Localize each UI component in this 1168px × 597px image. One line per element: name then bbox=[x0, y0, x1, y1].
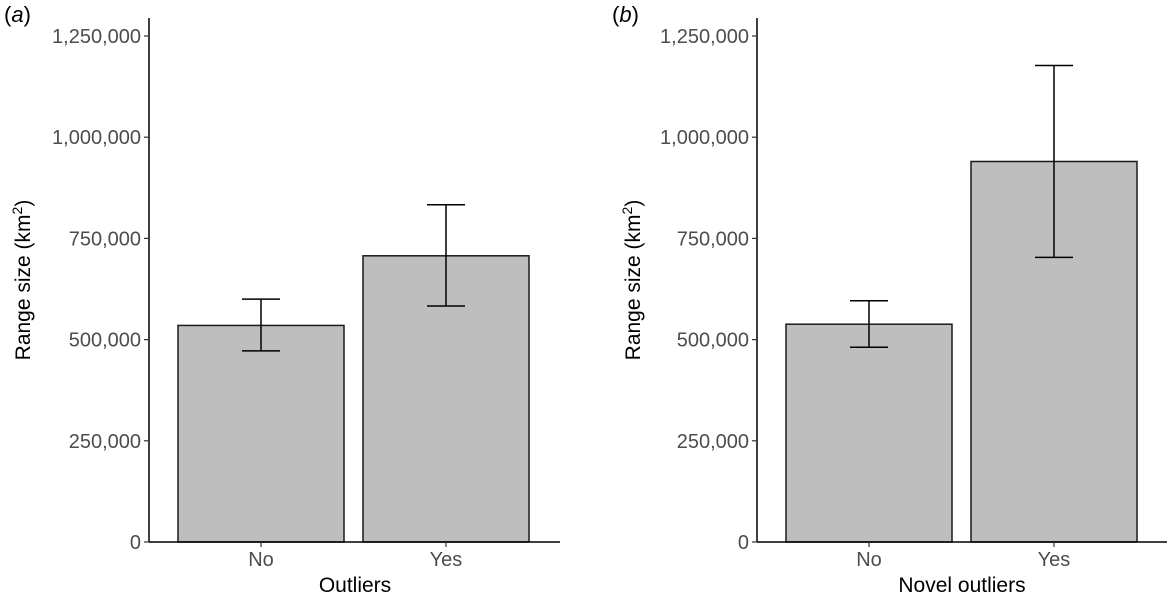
panel-b-error-bar-yes bbox=[1035, 64, 1073, 259]
panel-a-y-tick-label: 500,000 bbox=[69, 330, 141, 352]
panel-a-error-bar-yes bbox=[427, 204, 465, 307]
panel-a-x-tick-label: No bbox=[248, 549, 274, 571]
panel-b-y-tick-label: 250,000 bbox=[677, 431, 749, 453]
panel-b-x-tick-label: No bbox=[856, 549, 882, 571]
panel-b-bar-no bbox=[785, 323, 953, 543]
panel-b-x-tick-label: Yes bbox=[1038, 549, 1071, 571]
panel-a-y-tick-label: 1,000,000 bbox=[52, 127, 141, 149]
panel-a-x-axis-title: Outliers bbox=[319, 574, 391, 597]
panel-a-x-tick-label: Yes bbox=[430, 549, 463, 571]
panel-a-y-tick-label: 750,000 bbox=[69, 228, 141, 250]
panel-b-y-tick-label: 1,000,000 bbox=[660, 127, 749, 149]
panel-a-error-bar-no bbox=[242, 298, 280, 352]
panel-b-error-bar-no bbox=[850, 299, 888, 349]
panel-a-y-tick-label: 250,000 bbox=[69, 431, 141, 453]
panel-b-y-tick-label: 0 bbox=[738, 532, 749, 554]
panel-a-label: (a) bbox=[4, 2, 31, 27]
panel-b-letter: b bbox=[619, 2, 631, 27]
panel-a-y-tick-label: 0 bbox=[130, 532, 141, 554]
panel-b-label: (b) bbox=[612, 2, 639, 27]
panel-b: (b) Range size (km2) Novel outliers 0 250… bbox=[612, 2, 1167, 597]
panel-a-y-axis-title: Range size (km2) bbox=[9, 200, 35, 361]
panel-a-bar-no bbox=[177, 324, 345, 543]
panel-b-x-axis-title: Novel outliers bbox=[898, 574, 1025, 597]
panel-b-y-tick-label: 1,250,000 bbox=[660, 26, 749, 48]
panel-a-y-tick-label: 1,250,000 bbox=[52, 26, 141, 48]
panel-b-y-tick-label: 750,000 bbox=[677, 228, 749, 250]
panel-b-y-axis-title: Range size (km2) bbox=[619, 200, 645, 361]
panel-a-letter: a bbox=[11, 2, 23, 27]
panel-a: (a) Range size (km2) Outliers 0 250,000 50… bbox=[4, 2, 560, 597]
panel-b-y-tick-label: 500,000 bbox=[677, 330, 749, 352]
